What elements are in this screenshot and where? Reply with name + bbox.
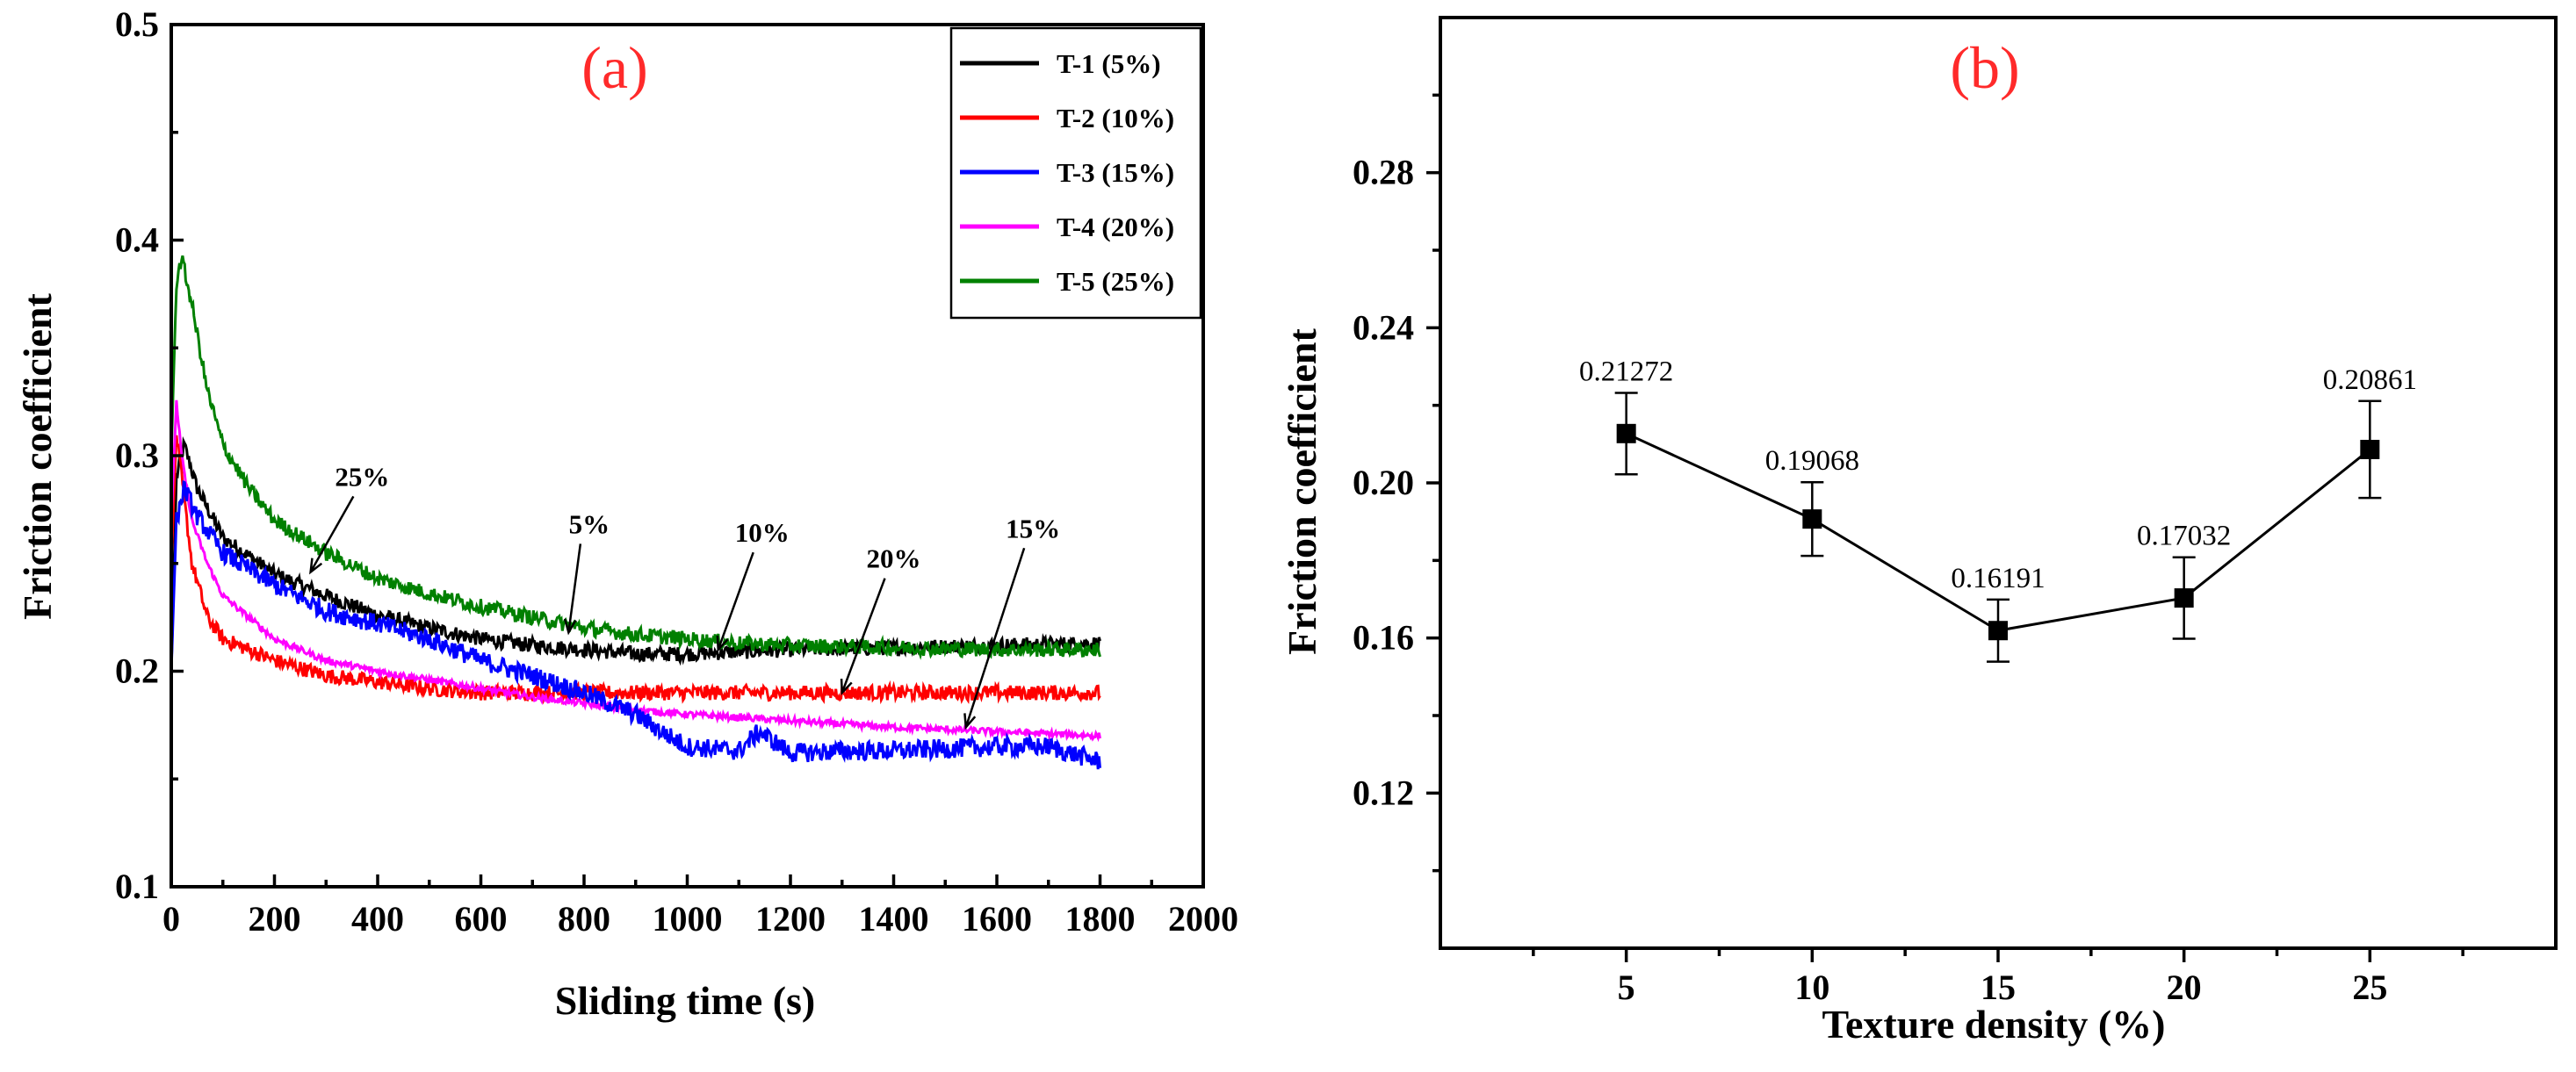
chart-a: 0 200 400 600 800 1000 1200 1400 1600 1800 2000 0.…	[15, 4, 1238, 1023]
annotation-label: 5%	[569, 508, 610, 539]
annotation-arrowhead	[563, 618, 577, 636]
chart-a-y-label: Friction coefficient	[15, 292, 60, 619]
x-tick-label: 25	[2352, 968, 2387, 1007]
data-point	[2174, 588, 2194, 608]
annotation-arrowhead	[840, 679, 853, 696]
legend-label-4: T-4 (20%)	[1057, 212, 1174, 242]
y-tick-label: 0.20	[1353, 463, 1414, 502]
annotation-label: 15%	[1006, 513, 1060, 543]
chart-a-x-label: Sliding time (s)	[555, 978, 815, 1023]
legend-label-5: T-5 (25%)	[1057, 266, 1174, 297]
data-point	[1988, 621, 2008, 641]
data-point	[1802, 509, 1822, 529]
series-line-1	[170, 435, 1101, 672]
x-tick-label: 1200	[755, 899, 826, 939]
data-point	[2360, 439, 2380, 459]
chart-b-y-ticks: 0.12 0.16 0.20 0.24 0.28	[1353, 93, 1440, 873]
y-tick-label: 0.1	[115, 867, 159, 906]
x-tick-label: 1600	[962, 899, 1032, 939]
x-tick-label: 10	[1794, 968, 1829, 1007]
data-label: 0.21272	[1579, 356, 1673, 387]
annotation-arrow	[841, 578, 886, 694]
chart-b-x-label: Texture density (%)	[1822, 1002, 2166, 1047]
x-tick-label: 1400	[859, 899, 929, 939]
x-tick-label: 200	[249, 899, 301, 939]
y-tick-label: 0.28	[1353, 153, 1414, 192]
x-tick-label: 0	[162, 899, 180, 939]
chart-a-panel-label: (a)	[581, 34, 647, 101]
series-line-3	[170, 479, 1101, 770]
data-label: 0.16191	[1951, 563, 2045, 594]
data-point	[1616, 423, 1636, 443]
chart-b-data: 0.21272 0.19068 0.16191 0.17032 0.20861	[1579, 356, 2417, 663]
y-tick-label: 0.5	[115, 4, 159, 44]
chart-b-frame	[1439, 16, 2558, 950]
y-tick-label: 0.16	[1353, 618, 1414, 658]
chart-a-series-group	[170, 255, 1101, 770]
x-tick-label: 400	[351, 899, 404, 939]
annotation-arrow	[717, 551, 754, 651]
chart-a-x-ticks: 0 200 400 600 800 1000 1200 1400 1600 1800 2000	[162, 874, 1238, 939]
y-tick-label: 0.12	[1353, 773, 1414, 812]
annotation-arrow	[567, 543, 582, 633]
chart-a-y-ticks: 0.1 0.2 0.3 0.4 0.5	[115, 4, 184, 906]
annotation-arrow	[309, 495, 355, 573]
data-label: 0.17032	[2137, 521, 2231, 552]
x-tick-label: 1800	[1065, 899, 1136, 939]
y-tick-label: 0.4	[115, 220, 159, 260]
series-line-2	[170, 435, 1101, 706]
legend-label-3: T-3 (15%)	[1057, 157, 1174, 188]
y-tick-label: 0.24	[1353, 307, 1414, 347]
legend-label-1: T-1 (5%)	[1057, 48, 1161, 79]
chart-b: 5 10 15 20 25 0.120.160.200.240.28 0.212720.…	[1280, 16, 2558, 1047]
series-line-5	[170, 255, 1101, 661]
y-tick-label: 0.2	[115, 651, 159, 691]
x-tick-label: 1000	[653, 899, 723, 939]
chart-b-x-ticks: 5 10 15 20 25	[1532, 948, 2464, 1007]
x-tick-label: 15	[1981, 968, 2016, 1007]
chart-b-y-label: Friction coefficient	[1280, 327, 1324, 654]
legend-label-2: T-2 (10%)	[1057, 103, 1174, 133]
annotation-arrowhead	[309, 558, 323, 575]
annotation-label: 10%	[735, 517, 790, 548]
data-label: 0.19068	[1765, 445, 1859, 477]
x-tick-label: 600	[455, 899, 508, 939]
annotation-label: 20%	[867, 543, 921, 574]
annotation-arrowhead	[716, 635, 729, 652]
annotation-arrowhead	[963, 713, 977, 730]
annotation-arrow	[964, 547, 1026, 728]
chart-a-legend: T-1 (5%) T-2 (10%) T-3 (15%) T-4 (20%) T-5 (…	[949, 26, 1202, 320]
x-tick-label: 800	[558, 899, 610, 939]
x-tick-label: 20	[2167, 968, 2202, 1007]
x-tick-label: 2000	[1168, 899, 1238, 939]
chart-b-panel-label: (b)	[1950, 34, 2019, 101]
x-tick-label: 5	[1618, 968, 1635, 1007]
chart-a-annotations: 25% 5% 10% 20% 15%	[309, 461, 1060, 730]
annotation-label: 25%	[335, 461, 389, 492]
y-tick-label: 0.3	[115, 435, 159, 475]
data-label: 0.20861	[2323, 364, 2417, 396]
